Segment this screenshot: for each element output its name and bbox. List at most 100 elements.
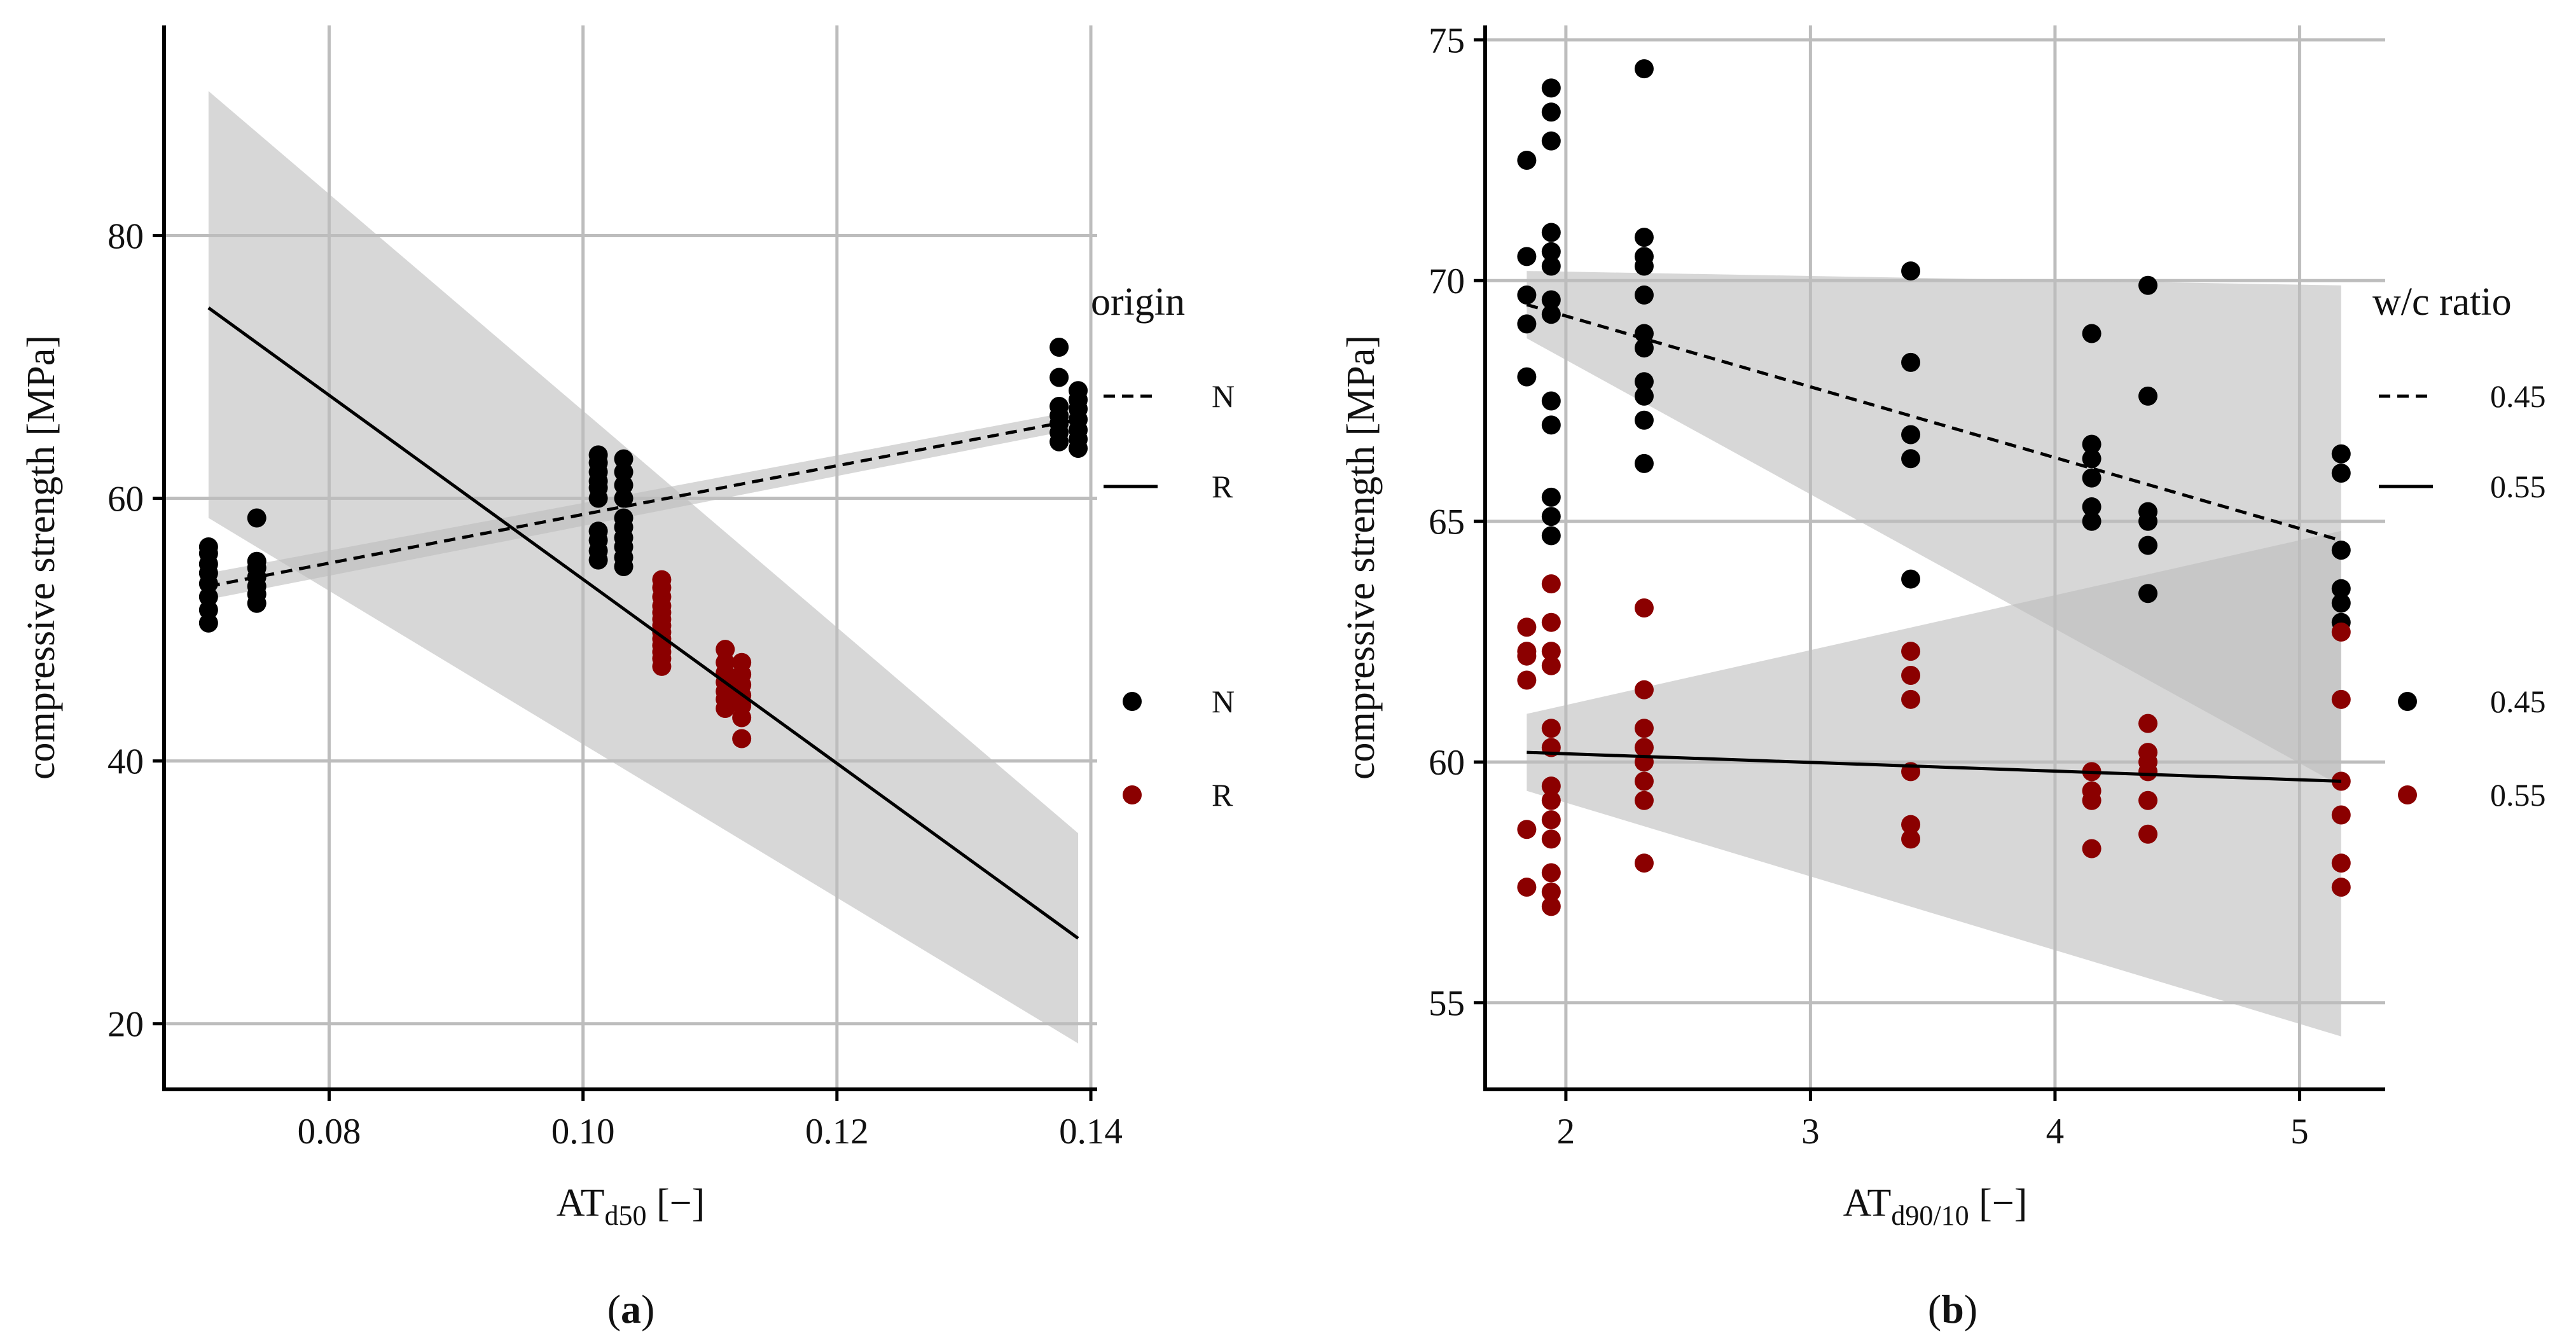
legend-color-key-a-0 (1123, 692, 1142, 711)
panel-label-b: (b) (1928, 1286, 1977, 1332)
point-b-1-1 (1517, 820, 1537, 839)
point-b-0-7 (1541, 487, 1561, 507)
point-b-0-32 (1901, 352, 1921, 372)
y-axis-label-b: compressive strength [MPa] (1340, 335, 1383, 780)
point-a-0-32 (614, 475, 634, 495)
point-b-0-39 (2082, 324, 2102, 343)
panel-label-open-b: ( (1928, 1286, 1941, 1332)
point-b-1-0 (1517, 878, 1537, 897)
point-b-0-37 (2082, 449, 2102, 469)
point-a-0-7 (198, 537, 218, 556)
panel-label-a: (a) (607, 1286, 655, 1332)
point-b-1-9 (1541, 829, 1561, 849)
x-axis-label-sub-b: d90/10 (1891, 1200, 1969, 1231)
point-b-1-21 (1634, 771, 1654, 791)
point-b-0-9 (1541, 391, 1561, 411)
series-a-1 (652, 570, 752, 748)
y-tick-label-b-3: 70 (1429, 261, 1465, 301)
point-b-1-30 (1901, 689, 1921, 709)
fit-line-b-0 (1526, 303, 2342, 542)
point-b-0-0 (1517, 367, 1537, 387)
point-a-0-33 (614, 462, 634, 482)
point-b-0-43 (2138, 502, 2158, 521)
legend-color-label-a-1: R (1212, 777, 1233, 813)
point-b-0-4 (1517, 150, 1537, 170)
point-b-0-18 (1634, 453, 1654, 473)
point-b-0-49 (2331, 541, 2351, 560)
point-b-1-14 (1541, 719, 1561, 738)
point-b-0-8 (1541, 415, 1561, 435)
point-b-1-25 (1634, 680, 1654, 700)
point-b-1-8 (1541, 863, 1561, 883)
point-a-0-41 (1049, 338, 1069, 357)
series-b-0 (1517, 59, 2351, 632)
point-b-1-38 (2138, 790, 2158, 810)
point-a-0-24 (588, 445, 608, 465)
legend-line-label-a-1: R (1212, 469, 1233, 504)
point-b-0-19 (1634, 410, 1654, 430)
point-b-0-24 (1634, 285, 1654, 305)
x-tick-label-b-2: 4 (2046, 1112, 2065, 1152)
y-tick-label-b-1: 60 (1429, 743, 1465, 783)
legend-title-a: origin (1091, 280, 1185, 324)
point-a-0-34 (614, 449, 634, 469)
fit-line-a-1 (207, 307, 1079, 940)
y-tick-label-b-0: 55 (1429, 984, 1465, 1024)
point-b-0-5 (1541, 526, 1561, 546)
point-b-1-2 (1517, 670, 1537, 690)
point-b-0-2 (1517, 285, 1537, 305)
x-tick-label-b-3: 5 (2290, 1112, 2309, 1152)
point-b-0-3 (1517, 247, 1537, 266)
point-b-0-48 (2331, 579, 2351, 598)
y-tick-label-b-2: 65 (1429, 502, 1465, 542)
x-axis-label-b: ATd90/10 [−] (1843, 1182, 2028, 1231)
point-b-1-41 (2138, 743, 2158, 762)
point-b-1-6 (1541, 897, 1561, 916)
point-b-1-27 (1901, 829, 1921, 849)
point-b-1-23 (1634, 738, 1654, 757)
ci-band-b-1 (1527, 530, 2341, 1037)
point-b-1-44 (2331, 853, 2351, 873)
y-axis-label-a: compressive strength [MPa] (20, 335, 63, 780)
point-b-0-15 (1541, 131, 1561, 151)
point-a-1-18 (716, 652, 735, 672)
x-axis-label-main-b: AT (1843, 1182, 1892, 1225)
series-a-0 (198, 338, 1088, 633)
point-b-0-33 (1901, 261, 1921, 281)
x-tick-label-a-3: 0.14 (1059, 1112, 1123, 1152)
fit-line-b-1 (1527, 750, 2341, 783)
point-a-0-30 (614, 508, 634, 528)
point-a-1-19 (716, 640, 735, 659)
point-b-0-47 (2331, 593, 2351, 613)
panel-label-close-a: ) (641, 1286, 654, 1332)
legend-a: origin N R N R (1091, 280, 1235, 813)
point-b-1-5 (1517, 617, 1537, 637)
point-b-1-48 (2331, 622, 2351, 642)
point-b-1-32 (1901, 642, 1921, 661)
point-b-0-41 (2138, 535, 2158, 555)
y-tick-label-a-0: 20 (107, 1005, 144, 1045)
point-a-0-14 (247, 508, 267, 528)
legend-title-b: w/c ratio (2372, 280, 2512, 324)
legend-color-key-b-0 (2398, 692, 2417, 711)
point-b-1-35 (2082, 781, 2102, 801)
x-tick-label-b-0: 2 (1557, 1112, 1575, 1152)
point-b-0-21 (1634, 372, 1654, 392)
point-b-1-11 (1541, 790, 1561, 810)
legend-line-label-b-0: 0.45 (2490, 378, 2546, 414)
point-b-1-16 (1541, 642, 1561, 661)
y-tick-label-a-3: 80 (107, 216, 144, 256)
point-b-1-12 (1541, 776, 1561, 796)
point-b-0-17 (1541, 78, 1561, 98)
series-b-1 (1517, 574, 2351, 916)
x-tick-label-a-1: 0.10 (551, 1112, 615, 1152)
y-tick-label-a-1: 40 (107, 742, 144, 782)
point-b-1-20 (1634, 790, 1654, 810)
point-b-1-37 (2138, 824, 2158, 844)
point-b-1-42 (2138, 714, 2158, 733)
point-b-0-36 (2082, 468, 2102, 488)
point-b-1-19 (1634, 853, 1654, 873)
point-b-1-28 (1901, 815, 1921, 834)
point-a-0-18 (588, 521, 608, 541)
